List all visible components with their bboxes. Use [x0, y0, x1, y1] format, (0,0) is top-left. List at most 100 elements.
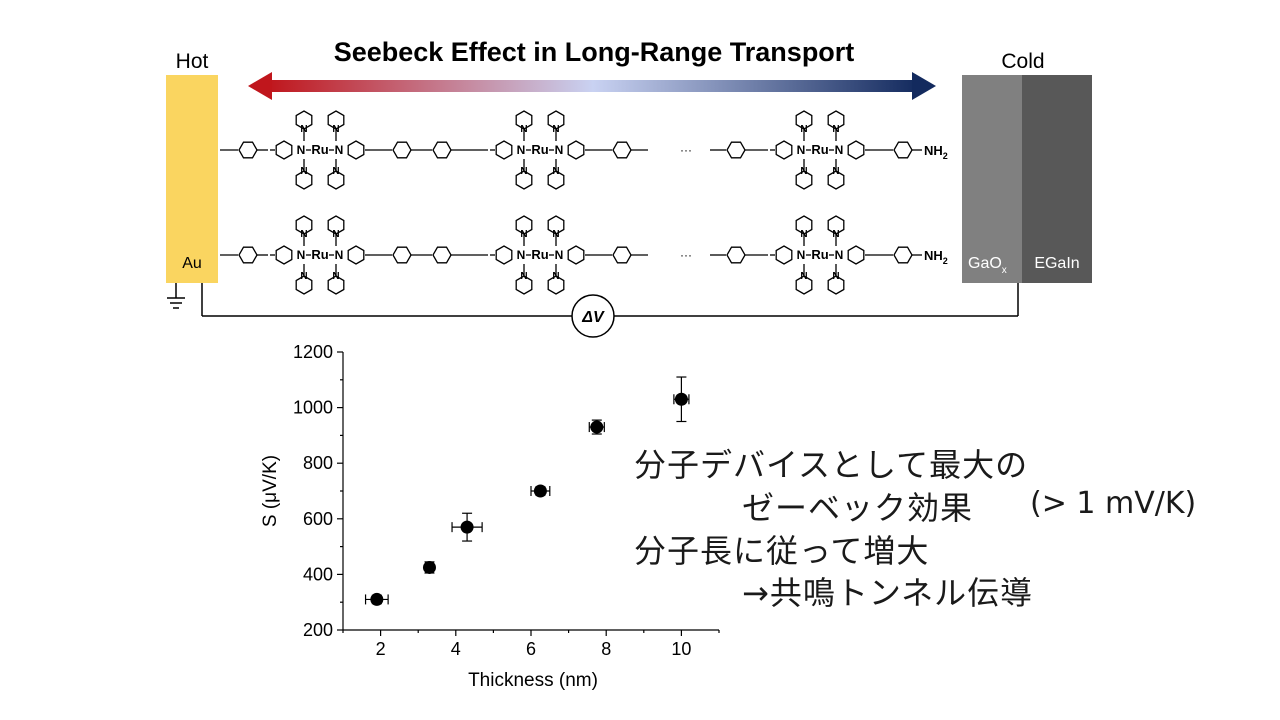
- pyridine-ring: [515, 170, 533, 190]
- nitrogen-label: N: [552, 166, 559, 177]
- x-tick-label: 2: [376, 639, 386, 659]
- phenyl-ring: [392, 141, 412, 159]
- x-tick-label: 8: [601, 639, 611, 659]
- hot-label: Hot: [176, 50, 209, 73]
- pyridine-ring: [295, 275, 313, 295]
- nitrogen-label: N: [335, 143, 344, 157]
- phenyl-ring: [392, 246, 412, 264]
- phenyl-ring: [726, 141, 746, 159]
- x-axis-label: Thickness (nm): [468, 670, 598, 691]
- ru-atom-label: Ru: [311, 247, 328, 262]
- gold-electrode: [166, 75, 218, 283]
- nitrogen-label: N: [797, 143, 806, 157]
- ru-atom-label: Ru: [811, 247, 828, 262]
- nitrogen-label: N: [520, 166, 527, 177]
- phenyl-ring: [612, 141, 632, 159]
- nitrogen-label: N: [335, 248, 344, 262]
- molecular-wire: RuNNNNNNRuNNNNNN···RuNNNNNNNH2: [220, 215, 948, 295]
- nitrogen-label: N: [517, 248, 526, 262]
- egain-label: EGaIn: [1034, 255, 1079, 272]
- y-tick-label: 1000: [293, 398, 333, 418]
- nitrogen-label: N: [332, 166, 339, 177]
- diagram-title: Seebeck Effect in Long-Range Transport: [334, 37, 855, 67]
- phenyl-ring: [893, 246, 913, 264]
- pyridine-ring: [547, 275, 565, 295]
- data-point: [588, 419, 605, 435]
- nitrogen-label: N: [520, 271, 527, 282]
- nitrogen-label: N: [555, 248, 564, 262]
- phenyl-ring: [893, 141, 913, 159]
- data-marker: [674, 392, 688, 406]
- cold-label: Cold: [1001, 50, 1044, 73]
- phenyl-ring: [432, 246, 452, 264]
- pyridine-ring: [347, 140, 365, 160]
- nitrogen-label: N: [297, 143, 306, 157]
- y-tick-label: 1200: [293, 342, 333, 362]
- nitrogen-label: N: [835, 143, 844, 157]
- note-line-2: ゼーベック効果: [742, 489, 974, 527]
- data-point: [673, 376, 690, 423]
- pyridine-ring: [295, 170, 313, 190]
- data-point: [530, 484, 551, 498]
- pyridine-ring: [327, 275, 345, 295]
- ru-atom-label: Ru: [811, 142, 828, 157]
- data-marker: [460, 520, 474, 534]
- y-tick-label: 600: [303, 509, 333, 529]
- pyridine-ring: [495, 140, 513, 160]
- amine-label: NH2: [924, 143, 948, 161]
- pyridine-ring: [327, 170, 345, 190]
- pyridine-ring: [775, 245, 793, 265]
- x-tick-label: 4: [451, 639, 461, 659]
- pyridine-ring: [567, 140, 585, 160]
- note-line-4: →共鳴トンネル伝導: [742, 574, 1034, 612]
- data-point: [364, 592, 389, 606]
- nitrogen-label: N: [800, 271, 807, 282]
- amine-label: NH2: [924, 248, 948, 266]
- data-marker: [422, 560, 436, 574]
- pyridine-ring: [847, 140, 865, 160]
- nitrogen-label: N: [800, 166, 807, 177]
- nitrogen-label: N: [517, 143, 526, 157]
- y-tick-label: 200: [303, 620, 333, 640]
- pyridine-ring: [515, 275, 533, 295]
- nitrogen-label: N: [300, 166, 307, 177]
- pyridine-ring: [547, 170, 565, 190]
- y-tick-label: 400: [303, 564, 333, 584]
- pyridine-ring: [827, 275, 845, 295]
- au-label: Au: [182, 255, 202, 272]
- x-tick-label: 10: [671, 639, 691, 659]
- pyridine-ring: [275, 245, 293, 265]
- phenyl-ring: [238, 141, 258, 159]
- pyridine-ring: [775, 140, 793, 160]
- pyridine-ring: [795, 170, 813, 190]
- data-point: [451, 512, 483, 542]
- pyridine-ring: [827, 170, 845, 190]
- ru-atom-label: Ru: [311, 142, 328, 157]
- nitrogen-label: N: [797, 248, 806, 262]
- nitrogen-label: N: [332, 271, 339, 282]
- phenyl-ring: [432, 141, 452, 159]
- note-line-3: 分子長に従って増大: [634, 532, 930, 570]
- pyridine-ring: [567, 245, 585, 265]
- pyridine-ring: [347, 245, 365, 265]
- measurement-circuit: [167, 283, 1019, 317]
- ellipsis-label: ···: [680, 248, 692, 262]
- nitrogen-label: N: [552, 271, 559, 282]
- nitrogen-label: N: [300, 271, 307, 282]
- y-tick-label: 800: [303, 453, 333, 473]
- nitrogen-label: N: [832, 166, 839, 177]
- note-line-2-value: (> 1 mV/K): [1030, 486, 1197, 521]
- delta-v-label: ΔV: [581, 309, 605, 326]
- ellipsis-label: ···: [680, 143, 692, 157]
- molecular-wires: RuNNNNNNRuNNNNNN···RuNNNNNNNH2RuNNNNNNRu…: [220, 110, 948, 295]
- seebeck-chart: 2 4 6 8 10 200 400 600 800 1000 1200 Thickness (nm)…: [260, 342, 720, 691]
- nitrogen-label: N: [297, 248, 306, 262]
- nitrogen-label: N: [832, 271, 839, 282]
- nitrogen-label: N: [835, 248, 844, 262]
- data-marker: [533, 484, 547, 498]
- ru-atom-label: Ru: [531, 142, 548, 157]
- x-tick-label: 6: [526, 639, 536, 659]
- nitrogen-label: N: [555, 143, 564, 157]
- voltmeter-symbol: ΔV: [571, 294, 615, 338]
